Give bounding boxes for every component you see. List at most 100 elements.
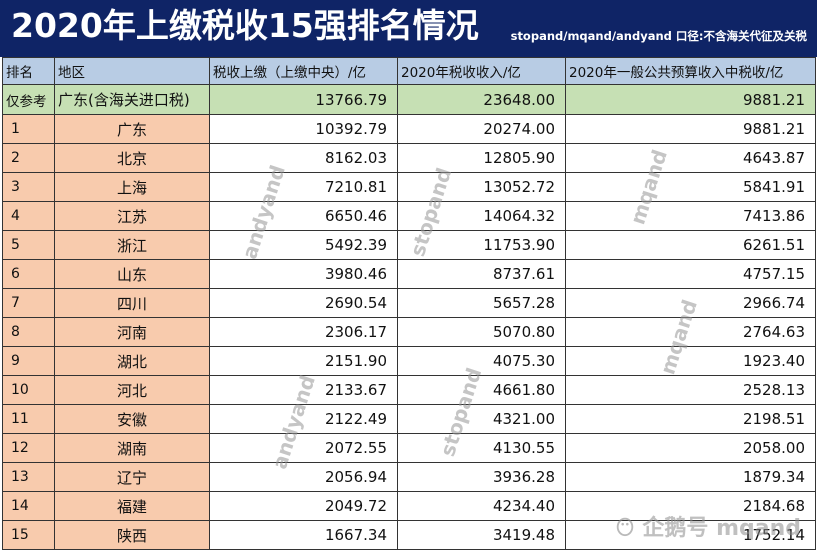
- revenue-cell: 14064.32: [397, 201, 566, 231]
- budget-cell: 4757.15: [565, 259, 816, 289]
- upload-cell: 2690.54: [209, 288, 398, 318]
- rank-cell: 1: [2, 114, 55, 144]
- budget-cell: 2058.00: [565, 433, 816, 463]
- rank-cell: 4: [2, 201, 55, 231]
- region-cell: 陕西: [54, 520, 210, 550]
- budget-cell: 2184.68: [565, 491, 816, 521]
- budget-cell: 1923.40: [565, 346, 816, 376]
- rank-cell: 13: [2, 462, 55, 492]
- reference-region: 广东(含海关进口税): [54, 84, 210, 115]
- source-note: stopand/mqand/andyand 口径:不含海关代征及关税: [510, 29, 807, 43]
- rank-cell: 14: [2, 491, 55, 521]
- reference-row: 仅参考 广东(含海关进口税) 13766.79 23648.00 9881.21: [2, 84, 816, 115]
- budget-cell: 5841.91: [565, 172, 816, 202]
- region-cell: 四川: [54, 288, 210, 318]
- revenue-cell: 3419.48: [397, 520, 566, 550]
- rank-cell: 8: [2, 317, 55, 347]
- revenue-cell: 3936.28: [397, 462, 566, 492]
- rank-cell: 12: [2, 433, 55, 463]
- upload-cell: 2049.72: [209, 491, 398, 521]
- table-row: 10 河北 2133.67 4661.80 2528.13: [2, 375, 816, 405]
- upload-cell: 2151.90: [209, 346, 398, 376]
- upload-cell: 2056.94: [209, 462, 398, 492]
- budget-cell: 7413.86: [565, 201, 816, 231]
- table-row: 7 四川 2690.54 5657.28 2966.74: [2, 288, 816, 318]
- page-title: 2020年上缴税收15强排名情况: [11, 6, 479, 45]
- budget-cell: 6261.51: [565, 230, 816, 260]
- upload-cell: 10392.79: [209, 114, 398, 144]
- revenue-cell: 4075.30: [397, 346, 566, 376]
- title-bar: 2020年上缴税收15强排名情况 stopand/mqand/andyand 口…: [0, 0, 817, 57]
- rank-cell: 15: [2, 520, 55, 550]
- upload-cell: 2306.17: [209, 317, 398, 347]
- region-cell: 湖南: [54, 433, 210, 463]
- rank-cell: 9: [2, 346, 55, 376]
- header-budget: 2020年一般公共预算收入中税收/亿: [565, 57, 816, 85]
- tax-ranking-table: 排名 地区 税收上缴（上缴中央）/亿 2020年税收收入/亿 2020年一般公共…: [2, 57, 816, 550]
- budget-cell: 1752.14: [565, 520, 816, 550]
- revenue-cell: 4321.00: [397, 404, 566, 434]
- table-row: 4 江苏 6650.46 14064.32 7413.86: [2, 201, 816, 231]
- upload-cell: 8162.03: [209, 143, 398, 173]
- region-cell: 浙江: [54, 230, 210, 260]
- logo-text: 企鹅号 mqand: [642, 516, 801, 541]
- budget-cell: 2528.13: [565, 375, 816, 405]
- revenue-cell: 11753.90: [397, 230, 566, 260]
- table-row: 13 辽宁 2056.94 3936.28 1879.34: [2, 462, 816, 492]
- table-header-row: 排名 地区 税收上缴（上缴中央）/亿 2020年税收收入/亿 2020年一般公共…: [2, 57, 816, 85]
- revenue-cell: 4130.55: [397, 433, 566, 463]
- header-revenue: 2020年税收收入/亿: [397, 57, 566, 85]
- budget-cell: 1879.34: [565, 462, 816, 492]
- upload-cell: 2122.49: [209, 404, 398, 434]
- upload-cell: 1667.34: [209, 520, 398, 550]
- table-row: 11 安徽 2122.49 4321.00 2198.51: [2, 404, 816, 434]
- region-cell: 辽宁: [54, 462, 210, 492]
- upload-cell: 2072.55: [209, 433, 398, 463]
- table-row: 9 湖北 2151.90 4075.30 1923.40: [2, 346, 816, 376]
- table-row: 5 浙江 5492.39 11753.90 6261.51: [2, 230, 816, 260]
- region-cell: 河北: [54, 375, 210, 405]
- budget-cell: 4643.87: [565, 143, 816, 173]
- budget-cell: 9881.21: [565, 114, 816, 144]
- rank-cell: 7: [2, 288, 55, 318]
- header-upload: 税收上缴（上缴中央）/亿: [209, 57, 398, 85]
- region-cell: 湖北: [54, 346, 210, 376]
- rank-cell: 10: [2, 375, 55, 405]
- budget-cell: 2764.63: [565, 317, 816, 347]
- budget-cell: 2198.51: [565, 404, 816, 434]
- table-row: 14 福建 2049.72 4234.40 2184.68: [2, 491, 816, 521]
- reference-budget: 9881.21: [565, 84, 816, 115]
- table-row: 8 河南 2306.17 5070.80 2764.63: [2, 317, 816, 347]
- header-region: 地区: [54, 57, 210, 85]
- rank-cell: 2: [2, 143, 55, 173]
- revenue-cell: 12805.90: [397, 143, 566, 173]
- table-row: 3 上海 7210.81 13052.72 5841.91: [2, 172, 816, 202]
- rank-cell: 3: [2, 172, 55, 202]
- revenue-cell: 4661.80: [397, 375, 566, 405]
- revenue-cell: 5070.80: [397, 317, 566, 347]
- upload-cell: 7210.81: [209, 172, 398, 202]
- revenue-cell: 8737.61: [397, 259, 566, 289]
- revenue-cell: 13052.72: [397, 172, 566, 202]
- region-cell: 北京: [54, 143, 210, 173]
- reference-rank: 仅参考: [2, 84, 55, 115]
- region-cell: 福建: [54, 491, 210, 521]
- table-row: 1 广东 10392.79 20274.00 9881.21: [2, 114, 816, 144]
- rank-cell: 5: [2, 230, 55, 260]
- reference-upload: 13766.79: [209, 84, 398, 115]
- revenue-cell: 20274.00: [397, 114, 566, 144]
- region-cell: 河南: [54, 317, 210, 347]
- region-cell: 上海: [54, 172, 210, 202]
- table-row: 12 湖南 2072.55 4130.55 2058.00: [2, 433, 816, 463]
- penguin-icon: [617, 517, 634, 537]
- reference-revenue: 23648.00: [397, 84, 566, 115]
- table-row: 2 北京 8162.03 12805.90 4643.87: [2, 143, 816, 173]
- revenue-cell: 4234.40: [397, 491, 566, 521]
- table-row: 6 山东 3980.46 8737.61 4757.15: [2, 259, 816, 289]
- region-cell: 广东: [54, 114, 210, 144]
- rank-cell: 6: [2, 259, 55, 289]
- region-cell: 江苏: [54, 201, 210, 231]
- upload-cell: 3980.46: [209, 259, 398, 289]
- upload-cell: 2133.67: [209, 375, 398, 405]
- upload-cell: 5492.39: [209, 230, 398, 260]
